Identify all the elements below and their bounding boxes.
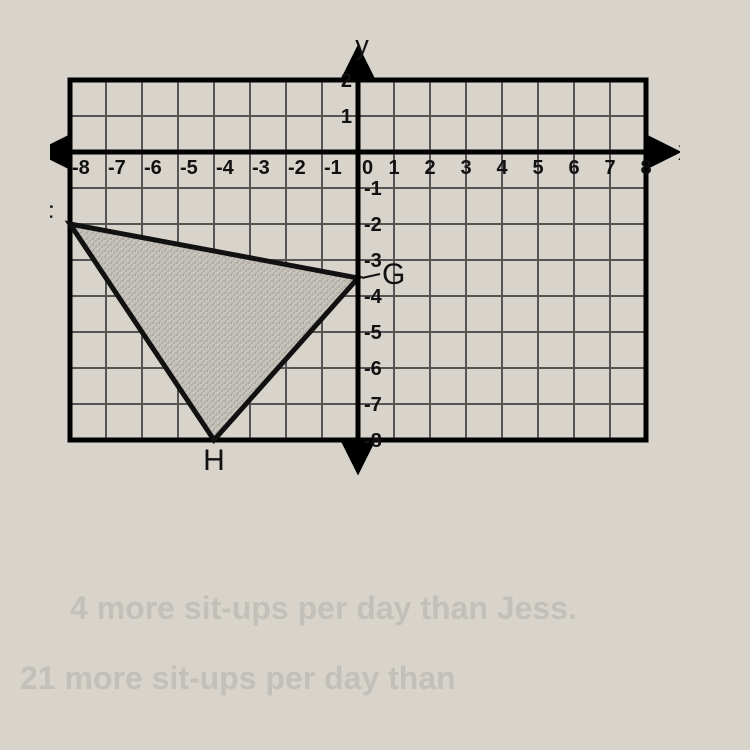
svg-text:-8: -8 [364,430,382,452]
svg-text:-7: -7 [108,157,126,179]
svg-text:0: 0 [362,157,373,179]
coordinate-chart: -8-7-6-5-4-3-2-1012345678 -8-7-6-5-4-3-2… [50,40,680,510]
svg-text:8: 8 [640,157,651,179]
svg-text:4: 4 [496,157,508,179]
svg-text:-2: -2 [288,157,306,179]
svg-text:-4: -4 [364,286,383,308]
svg-text:-3: -3 [252,157,270,179]
svg-text:-5: -5 [364,322,382,344]
svg-text:2: 2 [424,157,435,179]
svg-text:-6: -6 [364,358,382,380]
svg-text:3: 3 [460,157,471,179]
svg-text:-1: -1 [324,157,342,179]
svg-text:H: H [203,444,225,477]
svg-text:x: x [678,135,680,166]
svg-text:1: 1 [341,106,352,128]
svg-text:F: F [50,200,54,233]
ghost-text-2: 21 more sit-ups per day than [20,660,456,697]
svg-text:5: 5 [532,157,543,179]
svg-text:-2: -2 [364,214,382,236]
axis-labels: yx [355,40,680,166]
svg-text:-8: -8 [72,157,90,179]
svg-text:y: y [355,40,369,60]
svg-text:-6: -6 [144,157,162,179]
ghost-text-1: 4 more sit-ups per day than Jess. [70,590,577,627]
svg-text:-1: -1 [364,178,382,200]
svg-text:-5: -5 [180,157,198,179]
svg-text:1: 1 [388,157,399,179]
svg-text:2: 2 [341,70,352,92]
svg-text:-4: -4 [216,157,235,179]
svg-text:7: 7 [604,157,615,179]
svg-text:G: G [382,258,405,291]
svg-text:-7: -7 [364,394,382,416]
svg-text:-3: -3 [364,250,382,272]
x-tick-labels: -8 -7 -6 -5 -4 -3 -2 -1 01 2 3 4 5 6 7 8 [72,157,652,179]
svg-text:6: 6 [568,157,579,179]
